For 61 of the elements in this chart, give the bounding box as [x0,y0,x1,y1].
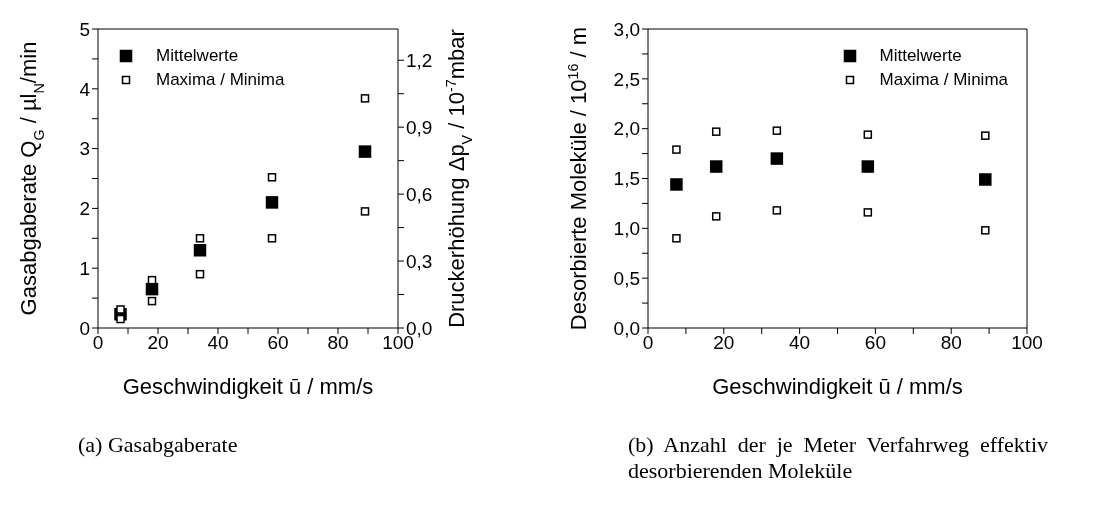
point [711,212,721,221]
point [195,234,205,243]
point [979,173,992,186]
legend-label: Mittelwerte [156,45,239,67]
point [267,173,277,182]
point [265,196,279,209]
x-tick-label: 40 [207,332,229,354]
y-tick-label: 0,5 [613,267,640,289]
x-tick-label: 0 [642,332,654,354]
y2-tick-label: 0,9 [406,116,433,138]
legend-label: Maxima / Minima [156,69,285,91]
point [772,206,782,215]
point [711,127,721,136]
point [863,208,873,217]
y-tick-label: 0 [79,317,90,339]
y-tick-label: 4 [79,78,91,100]
y-tick-label: 3 [79,138,90,160]
y-tick-label: 0,0 [613,317,640,339]
point [709,160,723,173]
x-axis-title: Geschwindigkeit ū / mm/s [712,374,963,399]
point [360,94,370,103]
x-tick-label: 100 [1011,332,1043,354]
point [147,296,157,306]
x-tick-label: 80 [327,332,349,354]
point [670,178,683,191]
y-tick-label: 1,5 [613,168,640,190]
x-axis-title: Geschwindigkeit ū / mm/s [122,374,374,399]
y2-tick-label: 0,6 [406,183,433,205]
x-tick-label: 20 [713,332,735,354]
point [195,269,205,279]
point [360,207,370,216]
point [116,305,125,314]
text: (a) Gasabgaberate [78,432,239,458]
y-tick-label: 2,0 [613,118,640,140]
legend-label: Mittelwerte [879,45,962,67]
x-tick-label: 80 [940,332,962,354]
y-tick-label: 1,0 [613,218,640,240]
point [672,145,681,154]
y-tick-label: 3,0 [613,18,640,40]
y2-tick-label: 1,2 [406,49,433,71]
y-tick-label: 5 [79,18,90,40]
point [981,131,990,140]
point [267,234,277,243]
x-tick-label: 60 [864,332,886,354]
x-tick-label: 40 [789,332,811,354]
y-tick-label: 2,5 [613,68,640,90]
point [770,152,784,165]
point [863,130,873,139]
x-tick-label: 20 [147,332,169,354]
text: (b) Anzahl der je Meter Verfahrweg effektiv desorbierenden Moleküle [628,432,1048,484]
point [861,160,875,173]
point [358,145,372,158]
y-tick-label: 1 [79,257,90,279]
point [772,126,782,135]
point [672,234,681,243]
x-tick-label: 60 [267,332,289,354]
point [193,244,207,257]
point [981,226,990,235]
legend-label: Maxima / Minima [879,69,1008,91]
y2-tick-label: 0,3 [406,250,433,272]
y-tick-label: 2 [79,198,90,220]
